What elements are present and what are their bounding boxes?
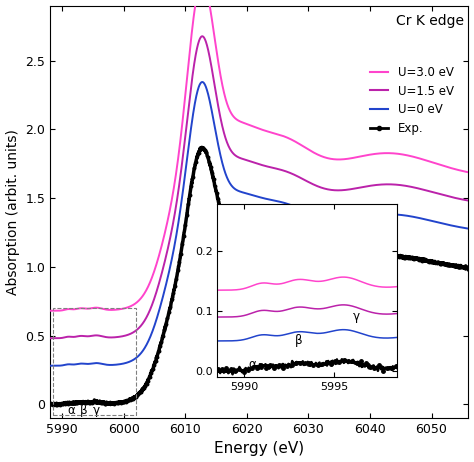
Bar	[53, 308, 136, 415]
Y-axis label: Absorption (arbit. units): Absorption (arbit. units)	[6, 129, 19, 295]
Text: γ: γ	[92, 404, 100, 417]
Legend: U=3.0 eV, U=1.5 eV, U=0 eV, Exp.: U=3.0 eV, U=1.5 eV, U=0 eV, Exp.	[366, 61, 458, 140]
Text: α: α	[68, 404, 75, 417]
X-axis label: Energy (eV): Energy (eV)	[214, 442, 304, 456]
Text: β: β	[80, 404, 88, 417]
Text: Cr K edge: Cr K edge	[396, 14, 464, 28]
